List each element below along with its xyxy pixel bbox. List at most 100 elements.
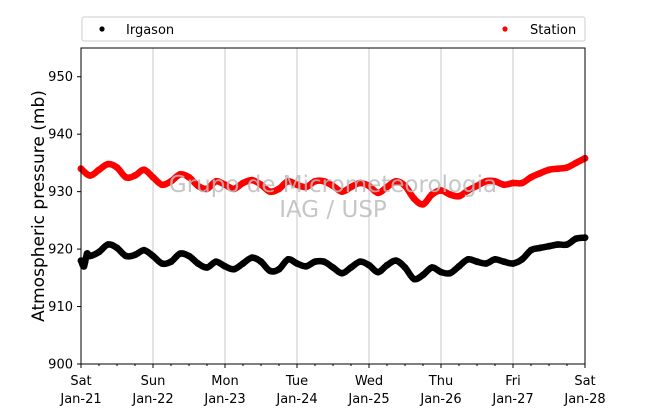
series-station-point bbox=[455, 192, 463, 200]
x-tick-label-date: Jan-27 bbox=[491, 392, 533, 407]
x-tick-label-day: Fri bbox=[505, 374, 521, 389]
legend: Irgason Station bbox=[81, 16, 586, 42]
series-irgason-point bbox=[167, 258, 175, 266]
series-irgason-point bbox=[563, 241, 571, 248]
series-irgason-point bbox=[410, 275, 418, 283]
series-station-point bbox=[266, 188, 274, 196]
series-station-point bbox=[122, 173, 130, 181]
series-irgason-point bbox=[482, 260, 490, 267]
series-irgason-trace bbox=[77, 234, 589, 283]
series-station-point bbox=[86, 172, 94, 179]
series-irgason-point bbox=[104, 241, 112, 248]
series-station-point bbox=[140, 166, 148, 174]
x-tick-label-date: Jan-28 bbox=[563, 392, 605, 407]
y-tick-label: 950 bbox=[48, 70, 73, 85]
series-station-point bbox=[365, 182, 373, 190]
series-irgason-point bbox=[80, 262, 88, 270]
series-irgason-point bbox=[473, 258, 481, 266]
legend-label-irgason: Irgason bbox=[126, 23, 174, 38]
series-irgason-point bbox=[518, 256, 526, 263]
series-station-point bbox=[185, 173, 193, 181]
series-irgason-point bbox=[212, 258, 220, 266]
y-tick-label: 910 bbox=[48, 300, 73, 315]
x-tick-label-date: Jan-22 bbox=[131, 392, 173, 407]
series-station-point bbox=[473, 182, 481, 190]
series-station-point bbox=[554, 165, 562, 173]
series-station-point bbox=[446, 191, 454, 198]
series-station-point bbox=[257, 181, 265, 189]
series-station-point bbox=[329, 182, 337, 190]
series-irgason-point bbox=[113, 244, 121, 252]
series-irgason-point bbox=[347, 264, 355, 271]
series-station-point bbox=[221, 181, 229, 189]
series-irgason-point bbox=[509, 260, 517, 267]
x-tick-label-day: Sat bbox=[574, 374, 595, 389]
y-axis: 900 910 920 930 940 950 bbox=[48, 70, 81, 373]
series-station-point bbox=[482, 177, 490, 185]
series-irgason-point bbox=[122, 252, 130, 260]
series-station-point bbox=[572, 159, 580, 167]
series-station-point bbox=[437, 187, 445, 194]
watermark: Grupo de Micrometeorologia IAG / USP bbox=[169, 172, 497, 223]
series-station-point bbox=[401, 182, 409, 190]
series-station-point bbox=[194, 182, 202, 190]
series-irgason-point bbox=[455, 262, 463, 270]
series-station-point bbox=[248, 176, 256, 184]
series-station-point bbox=[563, 164, 571, 171]
series-station-point bbox=[284, 177, 292, 185]
series-station-point bbox=[392, 177, 400, 185]
series-irgason-point bbox=[293, 260, 301, 267]
watermark-line-2: IAG / USP bbox=[279, 197, 387, 223]
series-station-point bbox=[410, 195, 418, 202]
x-tick-label-day: Sun bbox=[141, 374, 166, 389]
x-tick-label-date: Jan-26 bbox=[419, 392, 461, 407]
series-station-point bbox=[356, 179, 364, 187]
series-station-point bbox=[545, 166, 553, 174]
series-irgason-point bbox=[446, 269, 454, 277]
series-irgason-point bbox=[527, 246, 535, 254]
legend-frame bbox=[81, 16, 586, 42]
y-axis-label: Atmospheric pressure (mb) bbox=[29, 90, 49, 322]
series-station-point bbox=[230, 185, 238, 193]
series-irgason-point bbox=[374, 268, 382, 276]
series-station-point bbox=[419, 200, 427, 208]
series-station-point bbox=[536, 169, 544, 177]
series-irgason-point bbox=[221, 262, 229, 270]
series-station-point bbox=[527, 173, 535, 181]
series-layer bbox=[77, 154, 589, 283]
series-irgason-point bbox=[95, 248, 103, 256]
series-irgason-point bbox=[383, 261, 391, 269]
series-irgason-point bbox=[419, 271, 427, 279]
series-irgason-point bbox=[239, 260, 247, 267]
x-tick-label-date: Jan-25 bbox=[347, 392, 389, 407]
x-tick-label-date: Jan-24 bbox=[275, 392, 317, 407]
series-irgason-point bbox=[131, 251, 139, 259]
series-irgason-point bbox=[545, 242, 553, 250]
series-station-point bbox=[509, 179, 517, 187]
series-irgason-point bbox=[536, 244, 544, 252]
x-tick-label-day: Thu bbox=[428, 374, 453, 389]
series-station-point bbox=[347, 183, 355, 191]
series-irgason-point bbox=[284, 256, 292, 263]
series-station-point bbox=[311, 177, 319, 185]
series-station-point bbox=[275, 185, 283, 193]
series-irgason-point bbox=[275, 265, 283, 273]
series-irgason-point bbox=[338, 269, 346, 277]
series-irgason-point bbox=[266, 267, 274, 275]
legend-marker-station bbox=[502, 26, 508, 32]
series-irgason-point bbox=[491, 256, 499, 263]
legend-label-station: Station bbox=[530, 23, 576, 38]
series-station-point bbox=[131, 172, 139, 179]
series-station-point bbox=[212, 177, 220, 185]
series-irgason-point bbox=[149, 252, 157, 260]
x-tick-label-day: Wed bbox=[355, 374, 383, 389]
series-station-point bbox=[518, 179, 526, 187]
series-irgason-point bbox=[464, 256, 472, 263]
x-axis: Sat Jan-21 Sun Jan-22 Mon Jan-23 Tue Jan-24 Wed J… bbox=[59, 364, 606, 407]
series-station-point bbox=[302, 183, 310, 191]
x-tick-label-day: Mon bbox=[211, 374, 238, 389]
series-irgason-point bbox=[437, 268, 445, 276]
series-station-point bbox=[500, 181, 508, 189]
series-irgason-point bbox=[572, 235, 580, 243]
